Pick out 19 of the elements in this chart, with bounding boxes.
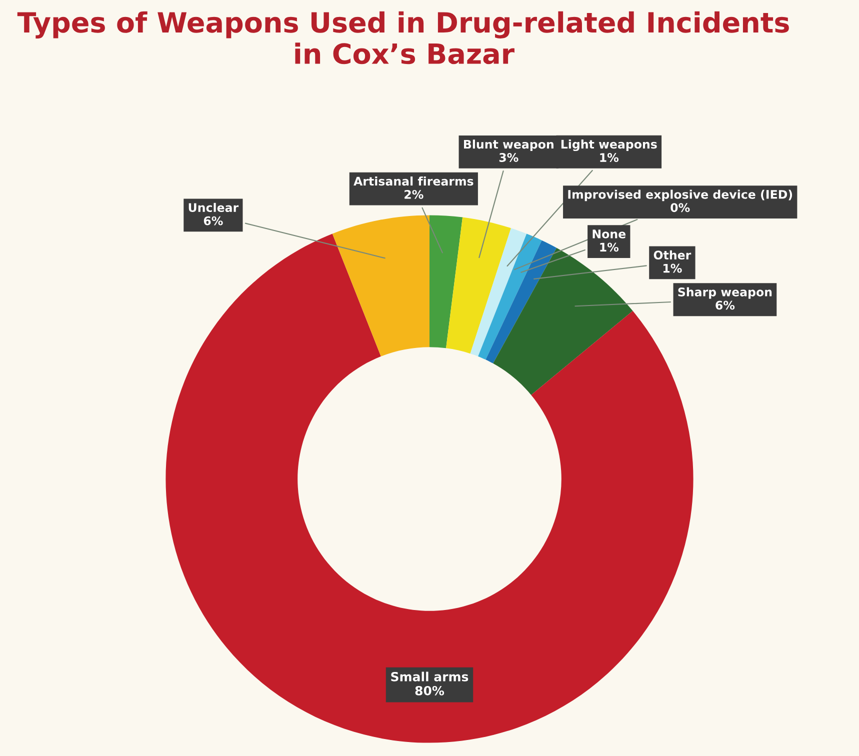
data-label: 1%	[600, 242, 619, 252]
data-label: 3%	[499, 153, 518, 162]
data-label: 2%	[404, 190, 424, 199]
slice-label: Light weapons	[561, 140, 657, 152]
data-label: 80%	[415, 686, 444, 696]
slice-label: Artisanal firearms	[354, 176, 474, 186]
data-label: 1%	[664, 264, 682, 273]
slice-label: Small arms	[391, 672, 468, 682]
text: 0%	[670, 203, 690, 212]
slice-label: None	[592, 230, 626, 238]
slice-label: Blunt weapon	[464, 140, 554, 152]
data-label: 6%	[716, 300, 735, 310]
data-label: 1%	[600, 153, 619, 162]
category-label: Improvised explosive device (IED)	[568, 190, 792, 202]
slice-label: Sharp weapon	[678, 287, 772, 299]
slice-label: Other	[654, 250, 692, 260]
chart-title: Types of Weapons Used in Drug-related Incidents in Cox’s Bazar	[17, 11, 789, 64]
data-label: 6%	[204, 216, 223, 226]
slice-label: Unclear	[188, 202, 239, 212]
